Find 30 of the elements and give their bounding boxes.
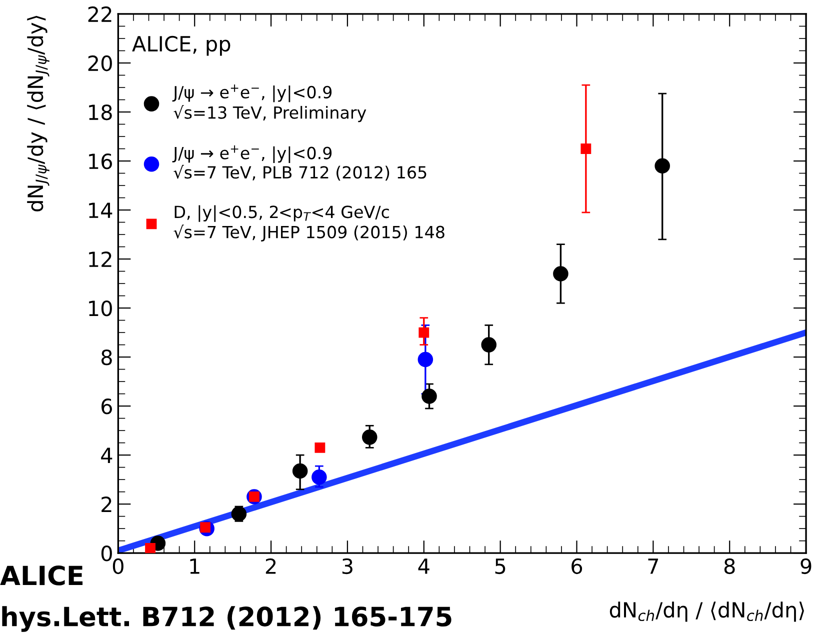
y-tick-label: 6 xyxy=(102,398,112,414)
y-tick-label: 14 xyxy=(89,202,112,218)
y-tick-label: 4 xyxy=(101,448,112,463)
y-tick-label: 8 xyxy=(101,349,112,366)
y-tick-label: 12 xyxy=(89,251,112,267)
legend-label: J/ψ → e$^{+}$e$^{−}$, |y|<0.9 √s=13 TeV, Preliminary xyxy=(172,84,366,122)
x-tick-label: 9 xyxy=(800,558,812,574)
y-tick-label: 10 xyxy=(89,300,112,316)
x-tick-label: 8 xyxy=(724,558,735,574)
y-tick-label: 2 xyxy=(102,496,112,512)
y-axis-title: dN$_{J/ψ}$/dy / ⟨dN$_{J/ψ}$/dy⟩ xyxy=(27,16,50,212)
x-axis-title: dN$_{ch}$/dη / ⟨dN$_{ch}$/dη⟩ xyxy=(610,602,804,622)
x-tick-label: 2 xyxy=(266,558,276,574)
x-tick-label: 1 xyxy=(190,558,200,574)
x-tick-label: 4 xyxy=(418,558,430,574)
annotation: ALICE, pp xyxy=(132,36,230,56)
legend-label: D, |y|<0.5, 2<p$_{T}$<4 GeV/c √s=7 TeV, JHEP 1509 (2015) 148 xyxy=(174,205,444,242)
y-tick-label: 20 xyxy=(88,55,112,72)
x-tick-label: 7 xyxy=(648,558,658,574)
y-tick-label: 22 xyxy=(88,6,112,22)
y-tick-label: 16 xyxy=(89,153,112,170)
x-tick-label: 0 xyxy=(112,558,124,574)
x-tick-label: 6 xyxy=(572,558,582,574)
x-tick-label: 3 xyxy=(342,558,352,574)
x-tick-label: 5 xyxy=(495,558,506,574)
y-tick-label: 0 xyxy=(101,546,112,562)
y-tick-label: 18 xyxy=(89,104,112,120)
text: hys.Lett. B712 (2012) 165-175 xyxy=(2,606,452,632)
legend-label: J/ψ → e$^{+}$e$^{−}$, |y|<0.9 √s=7 TeV, PLB 712 (2012) 165 xyxy=(172,145,426,181)
text: ALICE xyxy=(0,565,83,586)
